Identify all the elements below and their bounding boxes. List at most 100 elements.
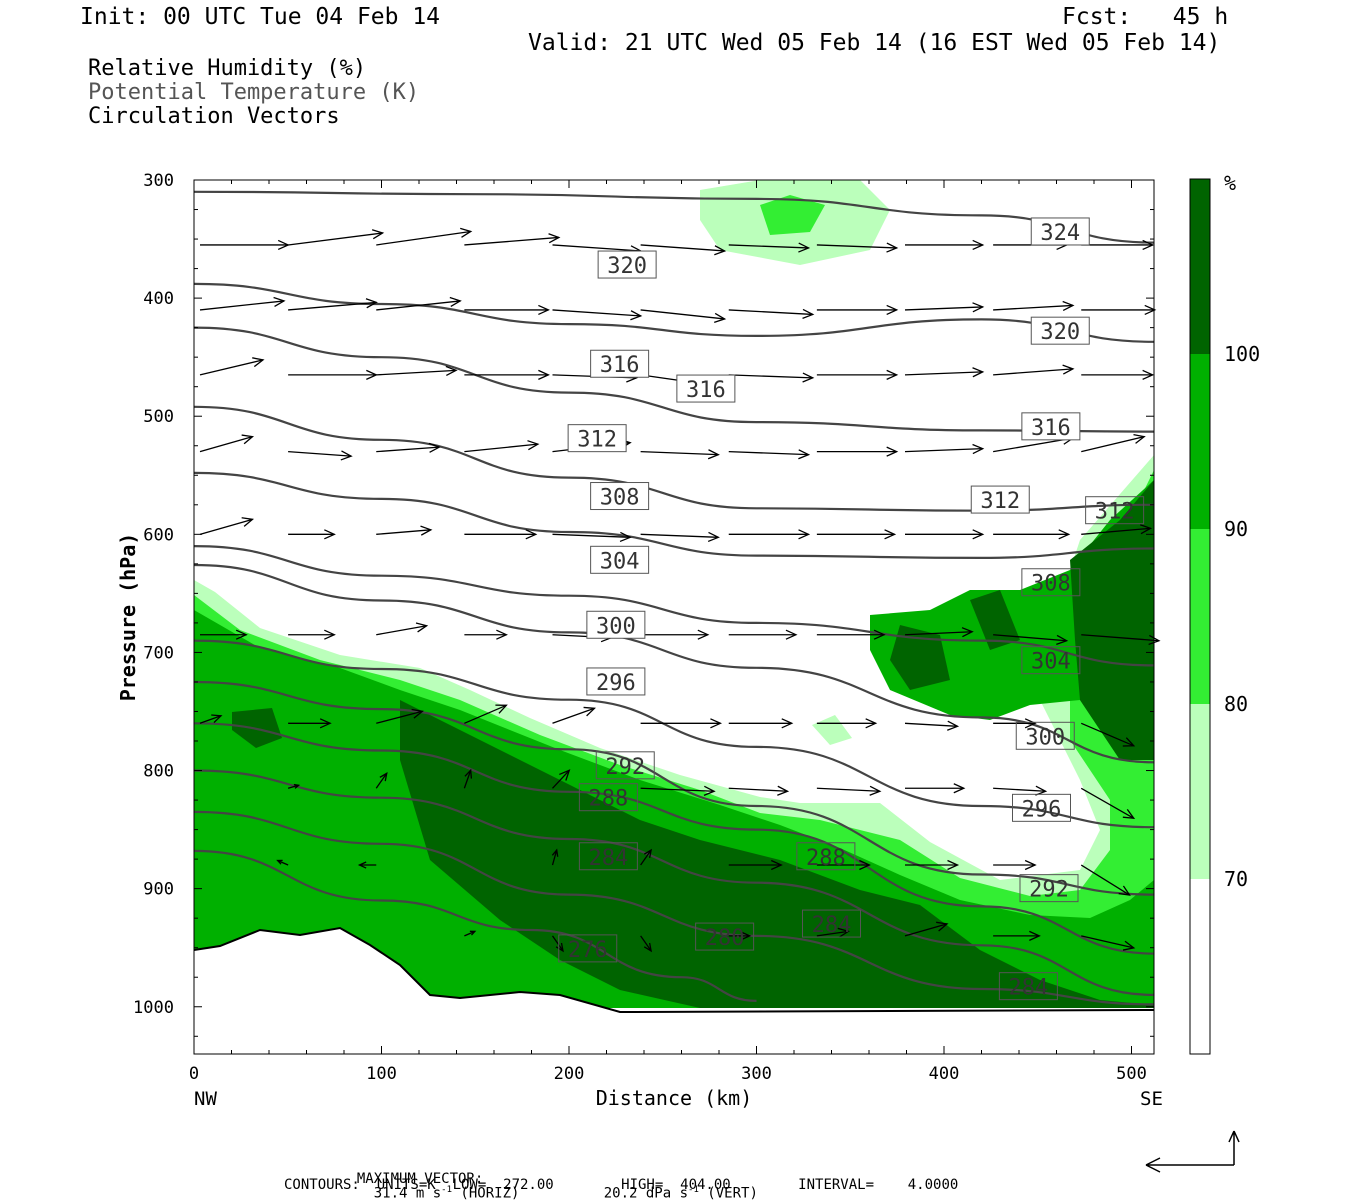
vector-head: [1058, 529, 1071, 540]
circulation-vector: [376, 525, 433, 536]
vector-head: [707, 531, 720, 543]
vector-shaft: [993, 368, 1073, 376]
vector-head: [319, 718, 332, 729]
vector-shaft: [288, 301, 377, 311]
vector-shaft: [640, 849, 652, 866]
circulation-vector: [816, 446, 899, 457]
circulation-vector: [464, 930, 477, 937]
vector-head: [886, 369, 899, 380]
circulation-vector: [288, 529, 336, 540]
circulation-vector: [287, 783, 301, 789]
vector-head: [1122, 809, 1136, 820]
contour-label-box: [1015, 721, 1075, 750]
vector-shaft: [728, 374, 813, 379]
vector-shaft: [640, 450, 719, 456]
contour-label-box: [578, 842, 638, 871]
vector-head: [770, 859, 783, 871]
circulation-vector: [993, 634, 1069, 646]
theta-contour-304: [193, 545, 1155, 667]
circulation-vector: [640, 785, 716, 796]
circulation-vector: [464, 629, 508, 640]
vector-head: [464, 768, 473, 779]
vector-head: [371, 229, 385, 240]
circulation-vector: [816, 859, 871, 871]
circulation-vector: [640, 309, 727, 323]
horiz-value: 31.4 m s: [373, 1185, 442, 1202]
y-tick-label: 700: [143, 643, 174, 663]
vector-head: [1144, 304, 1157, 316]
vector-head: [947, 859, 960, 871]
vector-head: [293, 783, 301, 789]
plot-frame: [193, 179, 1155, 1055]
vector-head: [785, 629, 798, 640]
x-tick-label: 0: [189, 1064, 199, 1084]
circulation-vector: [1081, 935, 1136, 951]
circulation-vector: [904, 302, 985, 313]
vector-shaft: [376, 529, 431, 535]
max-vector-line: MAXIMUM VECTOR: 31.4 m s-1 (HORIZ) 20.2 …: [340, 1158, 758, 1201]
contour-label: 288: [806, 846, 846, 871]
vector-head: [1139, 524, 1153, 535]
vector-head: [538, 304, 550, 316]
contour-label: 320: [607, 254, 647, 279]
circulation-vector: [376, 622, 429, 636]
x-tick-label: 300: [741, 1064, 772, 1084]
circulation-vector: [640, 848, 653, 866]
legend-rh: Relative Humidity (%): [88, 56, 367, 81]
vector-head: [953, 783, 966, 794]
contour-label: 296: [596, 671, 636, 696]
vector-head: [324, 629, 336, 640]
vector-head: [1148, 634, 1161, 646]
contour-label: 304: [600, 549, 640, 574]
contour-label-box: [802, 909, 861, 938]
contour-info-line: CONTOURS: UNITS=K LOW= 272.00 HIGH= 404.…: [284, 1177, 959, 1193]
colorbar-frame: [1189, 178, 1211, 1055]
contour-label: 284: [589, 846, 629, 871]
horiz-suffix: (HORIZ): [452, 1185, 520, 1202]
contour-label: 312: [577, 428, 617, 453]
contour-label: 288: [589, 787, 629, 812]
circulation-vector: [288, 450, 353, 461]
contour-label-box: [1030, 316, 1090, 345]
circulation-vector: [464, 369, 550, 380]
vector-head: [445, 365, 458, 377]
circulation-vector: [375, 771, 388, 789]
circulation-vector: [816, 529, 897, 540]
circulation-vector: [816, 785, 882, 796]
vector-shaft: [199, 359, 264, 376]
circulation-vector: [376, 296, 462, 311]
vector-shaft: [640, 309, 725, 320]
vector-head: [972, 529, 985, 540]
circulation-vector: [905, 239, 985, 251]
circulation-vector: [816, 369, 899, 380]
vector-head: [273, 296, 286, 308]
colorbar-level-label: 80: [1224, 692, 1248, 716]
vector-head: [1133, 433, 1146, 444]
circulation-vector: [376, 227, 473, 246]
colorbar-unit: %: [1224, 171, 1236, 195]
circulation-vector: [728, 629, 798, 640]
vector-shaft: [552, 707, 595, 724]
theta-contour-288: [193, 722, 1155, 955]
vector-shaft: [904, 371, 983, 376]
vector-shaft: [1080, 722, 1135, 747]
vector-head: [252, 357, 265, 368]
vector-head: [710, 718, 723, 729]
circulation-vector: [464, 529, 538, 540]
circulation-vector: [1081, 369, 1155, 380]
vector-shaft: [464, 704, 507, 724]
circulation-vector: [1080, 787, 1136, 820]
vector-head: [420, 525, 433, 536]
vector-head: [961, 627, 974, 638]
vector-head: [802, 372, 815, 383]
contour-label-box: [970, 485, 1030, 514]
vector-head: [460, 227, 473, 238]
contour-label-box: [590, 545, 650, 574]
vector-shaft: [1080, 864, 1130, 896]
vector-head: [798, 449, 811, 460]
terrain-line: [193, 926, 1155, 1014]
vector-shaft: [376, 710, 423, 724]
vector-shaft: [464, 930, 476, 937]
contour-label-box: [1019, 874, 1079, 903]
theta-contour-316: [193, 326, 1155, 433]
